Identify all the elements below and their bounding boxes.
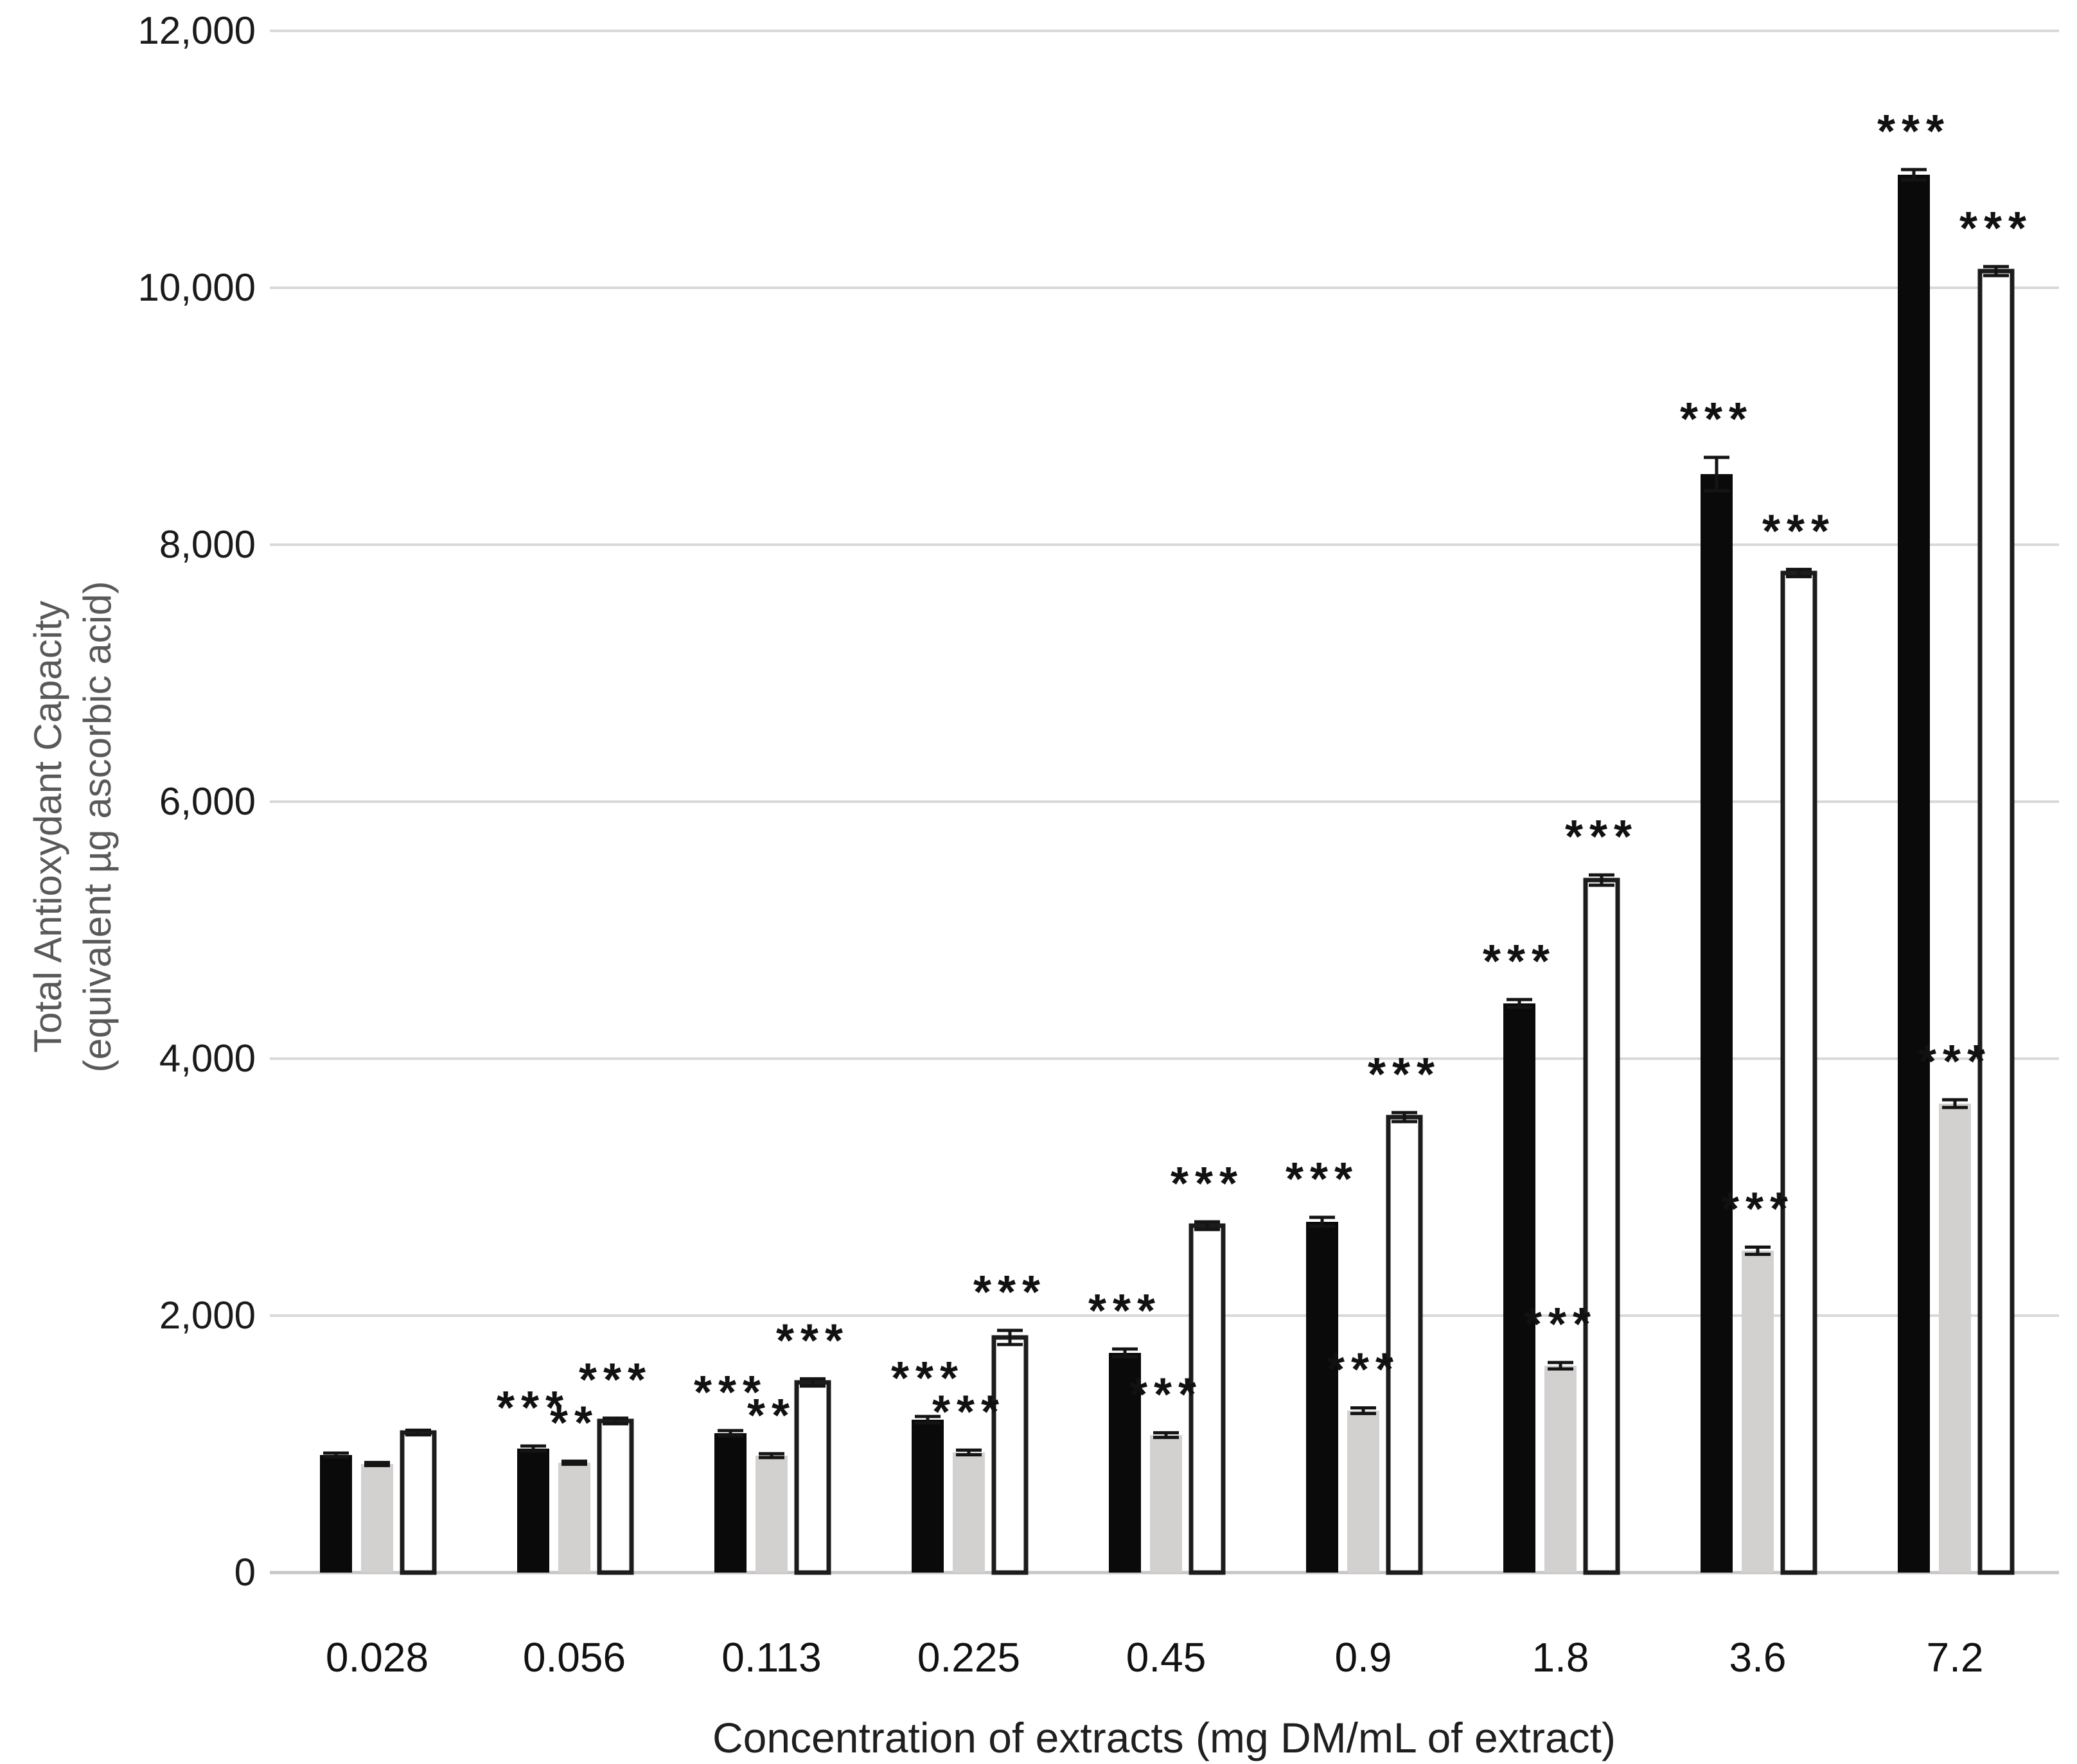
bar-grey-filled-bars-0.45 xyxy=(1150,1435,1182,1573)
x-tick-label: 1.8 xyxy=(1532,1634,1589,1680)
significance-marker: *** xyxy=(1762,506,1835,557)
significance-marker: *** xyxy=(1129,1369,1203,1420)
bar-groups xyxy=(320,168,2015,1575)
significance-marker: *** xyxy=(973,1267,1047,1318)
significance-marker: *** xyxy=(497,1382,570,1434)
x-axis-tick-labels: 0.028 0.056 0.113 0.225 0.45 0.9 1.8 3.6 7.2 xyxy=(326,1634,1984,1680)
bar-white-outlined-bars-0.225 xyxy=(991,1335,1029,1575)
bar-grey-filled-bars-0.9 xyxy=(1347,1411,1379,1573)
bar-black-filled-bars-3.6 xyxy=(1701,474,1733,1573)
bar-white-outlined-bars-3.6 xyxy=(1780,570,1817,1575)
significance-marker: *** xyxy=(1483,936,1556,987)
significance-marker: *** xyxy=(1286,1154,1359,1205)
significance-marker: *** xyxy=(1959,203,2033,254)
significance-marker: ** xyxy=(550,1398,599,1449)
significance-marker: *** xyxy=(694,1367,767,1418)
y-tick-label: 12,000 xyxy=(137,9,256,52)
bar-white-outlined-bars-1.8 xyxy=(1583,878,1620,1575)
significance-marker: *** xyxy=(1368,1049,1441,1100)
significance-markers: *** *** ******************** ** *** *** ******… xyxy=(497,106,2033,1449)
y-axis-title-line2: (equivalent µg ascorbic acid) xyxy=(76,581,119,1073)
y-axis-tick-labels: 0 2,000 4,000 6,000 8,000 10,000 12,000 xyxy=(137,9,256,1594)
significance-marker: *** xyxy=(1877,106,1950,157)
significance-marker: *** xyxy=(1918,1036,1992,1088)
bar-white-outlined-bars-0.9 xyxy=(1386,1115,1423,1575)
significance-marker: ** xyxy=(747,1390,796,1442)
x-tick-label: 0.225 xyxy=(917,1634,1020,1680)
bar-black-filled-bars-0.45 xyxy=(1109,1353,1141,1573)
bar-white-outlined-bars-7.2 xyxy=(1977,269,2015,1575)
significance-marker: *** xyxy=(1327,1345,1400,1396)
bar-white-outlined-bars-0.056 xyxy=(597,1418,634,1575)
significance-marker: *** xyxy=(1680,394,1753,445)
x-axis-title: Concentration of extracts (mg DM/mL of e… xyxy=(712,1714,1616,1761)
significance-marker: *** xyxy=(1088,1285,1162,1337)
bar-white-outlined-bars-0.113 xyxy=(794,1380,831,1575)
significance-marker: *** xyxy=(1524,1299,1597,1350)
y-tick-label: 0 xyxy=(234,1551,256,1594)
bar-white-outlined-bars-0.028 xyxy=(400,1430,437,1575)
significance-marker: *** xyxy=(891,1353,964,1404)
bar-grey-filled-bars-7.2 xyxy=(1939,1104,1971,1573)
x-tick-label: 0.9 xyxy=(1335,1634,1392,1680)
y-tick-label: 2,000 xyxy=(159,1294,256,1337)
bar-grey-filled-bars-1.8 xyxy=(1544,1366,1577,1573)
y-tick-label: 10,000 xyxy=(137,266,256,309)
y-axis-title-line1: Total Antioxydant Capacity xyxy=(26,601,69,1053)
bar-white-outlined-bars-0.45 xyxy=(1189,1223,1226,1575)
x-tick-label: 0.45 xyxy=(1126,1634,1206,1680)
x-tick-label: 7.2 xyxy=(1927,1634,1984,1680)
bar-grey-filled-bars-0.028 xyxy=(361,1464,393,1573)
x-tick-label: 3.6 xyxy=(1729,1634,1787,1680)
y-tick-label: 4,000 xyxy=(159,1037,256,1080)
bar-grey-filled-bars-0.225 xyxy=(953,1452,985,1573)
bar-black-filled-bars-7.2 xyxy=(1898,175,1930,1573)
bar-grey-filled-bars-0.056 xyxy=(558,1463,590,1573)
bar-black-filled-bars-0.225 xyxy=(912,1420,944,1573)
significance-marker: *** xyxy=(932,1386,1005,1438)
bar-black-filled-bars-0.056 xyxy=(517,1449,549,1573)
y-tick-label: 8,000 xyxy=(159,523,256,566)
bar-black-filled-bars-0.113 xyxy=(714,1433,747,1573)
significance-marker: *** xyxy=(579,1355,652,1406)
bar-black-filled-bars-0.028 xyxy=(320,1455,352,1573)
bar-black-filled-bars-0.9 xyxy=(1306,1222,1338,1573)
bar-grey-filled-bars-3.6 xyxy=(1742,1251,1774,1573)
significance-marker: *** xyxy=(1171,1158,1244,1210)
x-tick-label: 0.056 xyxy=(523,1634,626,1680)
significance-marker: *** xyxy=(1721,1183,1794,1235)
x-tick-label: 0.028 xyxy=(326,1634,429,1680)
y-tick-label: 6,000 xyxy=(159,780,256,823)
significance-marker: *** xyxy=(776,1315,849,1366)
x-tick-label: 0.113 xyxy=(721,1634,821,1680)
significance-marker: *** xyxy=(1565,811,1638,863)
bar-grey-filled-bars-0.113 xyxy=(756,1456,788,1573)
bar-black-filled-bars-1.8 xyxy=(1503,1003,1535,1573)
